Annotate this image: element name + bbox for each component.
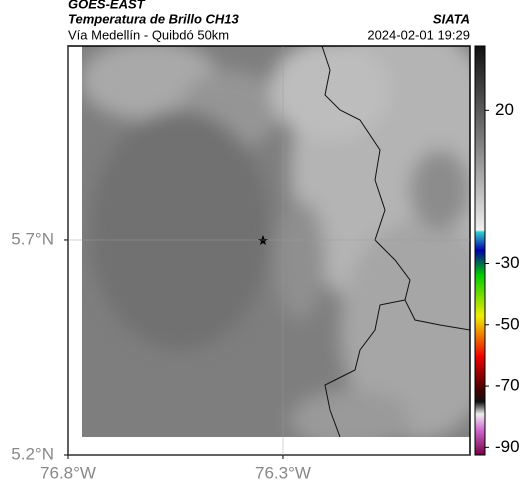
satellite-image xyxy=(82,46,470,437)
colorbar-tick-label: -30 xyxy=(495,253,520,272)
x-tick-label: 76.8°W xyxy=(40,463,96,482)
source: SIATA xyxy=(433,11,470,26)
colorbar-tick-label: 20 xyxy=(495,100,514,119)
subtitle: Temperatura de Brillo CH13 xyxy=(68,11,240,26)
colorbar xyxy=(474,45,486,456)
x-tick-label: 76.3°W xyxy=(255,463,311,482)
colorbar-tick-label: -70 xyxy=(495,376,520,395)
colorbar-tick-label: -50 xyxy=(495,314,520,333)
colorbar-tick-label: -90 xyxy=(495,437,520,456)
title: GOES-EAST xyxy=(68,0,146,11)
datetime: 2024-02-01 19:29 xyxy=(367,27,470,42)
y-tick-label: 5.2°N xyxy=(11,444,54,463)
y-tick-label: 5.7°N xyxy=(11,229,54,248)
region: Vía Medellín - Quibdó 50km xyxy=(68,27,229,42)
